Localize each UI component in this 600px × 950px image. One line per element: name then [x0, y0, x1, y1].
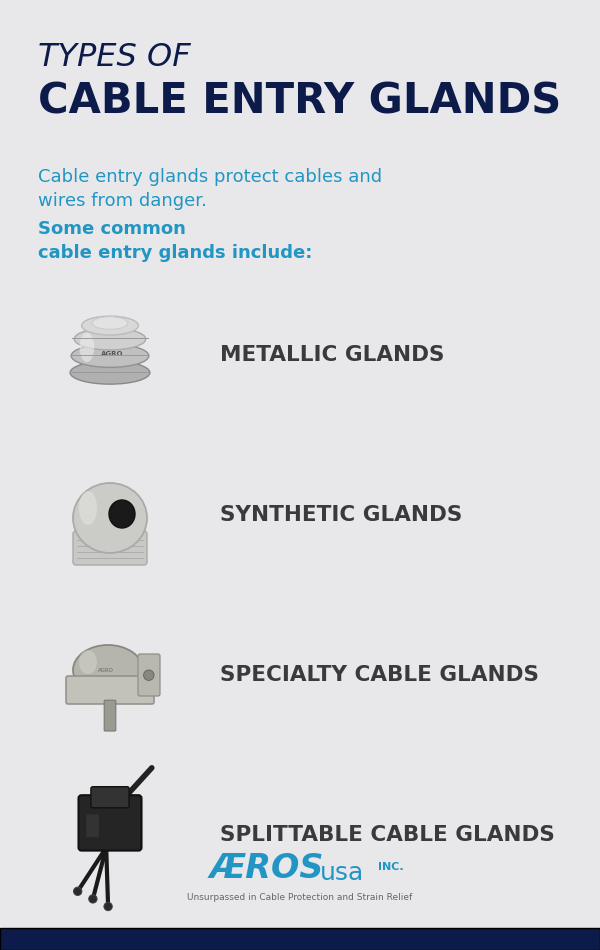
Text: AGRO: AGRO — [101, 351, 124, 356]
FancyBboxPatch shape — [138, 654, 160, 696]
Text: SPLITTABLE CABLE GLANDS: SPLITTABLE CABLE GLANDS — [220, 825, 555, 845]
FancyBboxPatch shape — [73, 531, 147, 565]
Ellipse shape — [109, 500, 135, 528]
FancyBboxPatch shape — [79, 795, 142, 850]
Circle shape — [104, 902, 112, 911]
Text: SYNTHETIC GLANDS: SYNTHETIC GLANDS — [220, 505, 463, 525]
Ellipse shape — [74, 328, 146, 350]
Text: TYPES OF: TYPES OF — [38, 42, 191, 73]
Text: Some common
cable entry glands include:: Some common cable entry glands include: — [38, 220, 313, 262]
Ellipse shape — [71, 344, 149, 368]
Text: usa: usa — [320, 861, 364, 885]
Ellipse shape — [82, 316, 139, 335]
Text: INC.: INC. — [378, 862, 404, 872]
Text: SPECIALTY CABLE GLANDS: SPECIALTY CABLE GLANDS — [220, 665, 539, 685]
Ellipse shape — [73, 483, 147, 553]
FancyBboxPatch shape — [0, 928, 600, 950]
Text: Cable entry glands protect cables and
wires from danger.: Cable entry glands protect cables and wi… — [38, 168, 382, 210]
Ellipse shape — [92, 316, 128, 330]
Circle shape — [74, 887, 82, 896]
Circle shape — [143, 670, 154, 680]
Text: AGRO: AGRO — [98, 668, 114, 673]
FancyBboxPatch shape — [66, 676, 154, 704]
Text: METALLIC GLANDS: METALLIC GLANDS — [220, 345, 445, 365]
Text: ÆROS: ÆROS — [210, 852, 325, 885]
Circle shape — [89, 895, 97, 903]
FancyBboxPatch shape — [91, 787, 129, 807]
Ellipse shape — [70, 361, 150, 384]
Ellipse shape — [73, 645, 143, 695]
FancyBboxPatch shape — [86, 814, 99, 837]
Ellipse shape — [79, 650, 97, 674]
Ellipse shape — [80, 332, 94, 362]
FancyBboxPatch shape — [104, 700, 116, 731]
Text: Unsurpassed in Cable Protection and Strain Relief: Unsurpassed in Cable Protection and Stra… — [187, 892, 413, 902]
Ellipse shape — [79, 491, 97, 525]
Text: CABLE ENTRY GLANDS: CABLE ENTRY GLANDS — [38, 80, 561, 122]
